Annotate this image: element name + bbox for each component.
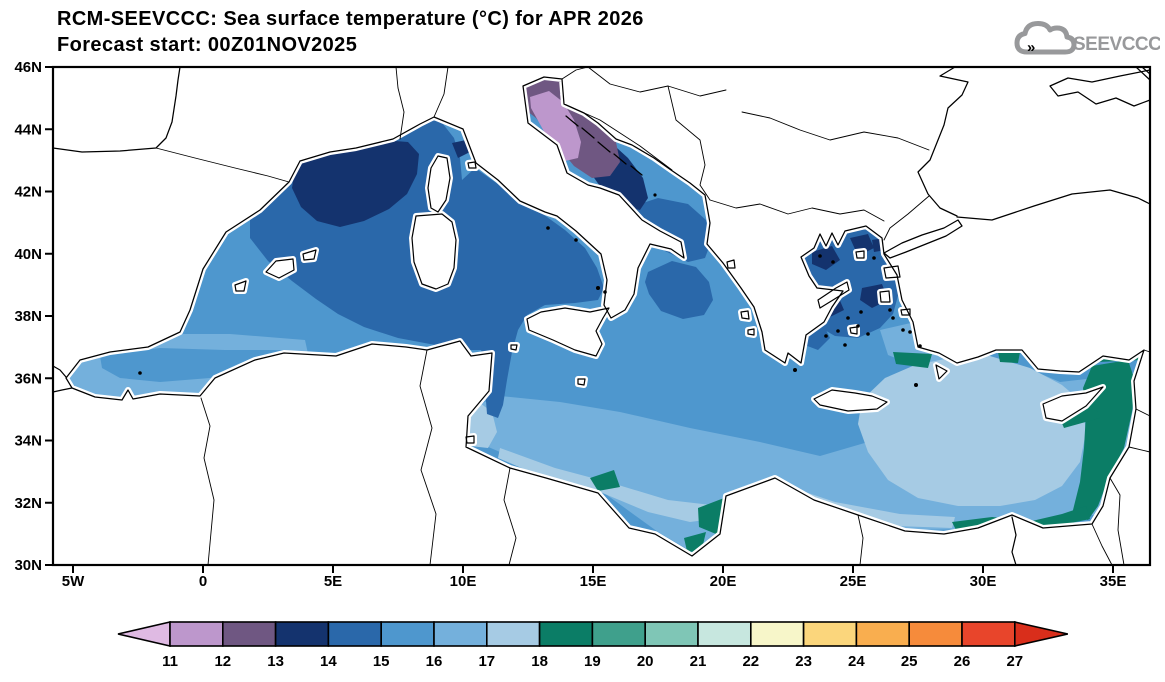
colorbar-cell [961, 621, 1016, 647]
colorbar-tick-label: 12 [214, 653, 231, 670]
sst-zone-gulf-of-lion [292, 140, 419, 227]
lat-tick-label: 46N [14, 59, 42, 76]
lat-tick-label: 38N [14, 308, 42, 325]
sst-zone-teal-turkish-coast [893, 352, 1020, 368]
colorbar-cell [855, 621, 911, 647]
lon-tick-label: 35E [1100, 573, 1127, 590]
colorbar-tick-label: 26 [954, 653, 971, 670]
colorbar-tick-label: 15 [373, 653, 390, 670]
country-borders [155, 66, 1151, 566]
sst-zone-adriatic-lilac [530, 91, 581, 161]
lat-tick-label: 34N [14, 433, 42, 450]
lat-tick-label: 40N [14, 246, 42, 263]
sst-zone-south-adriatic [628, 198, 711, 262]
colorbar-cell [591, 621, 647, 647]
logo-text: SEEVCCC [1073, 34, 1160, 55]
colorbar-tick-label: 14 [320, 653, 337, 670]
lon-tick-label: 10E [450, 573, 477, 590]
lat-tick-label: 32N [14, 495, 42, 512]
colorbar-tick-label: 20 [637, 653, 654, 670]
colorbar-cell [908, 621, 963, 647]
colorbar-tick-label: 13 [267, 653, 284, 670]
colorbar-cell [222, 621, 277, 647]
colorbar-cell [433, 621, 488, 647]
other-coastlines [52, 66, 1151, 566]
sst-zone-teal-cyprus-east [1058, 404, 1100, 428]
title-block: RCM-SEEVCCC: Sea surface temperature (°C… [57, 6, 644, 58]
figure-title: RCM-SEEVCCC: Sea surface temperature (°C… [57, 8, 644, 30]
lon-tick-label: 5W [62, 573, 85, 590]
cloud-arrow-glyph: » [1027, 39, 1035, 56]
colorbar-tick-label: 27 [1006, 653, 1023, 670]
colorbar-cell [380, 621, 435, 647]
marmara-sea-outline [883, 219, 963, 259]
figure-subtitle: Forecast start: 00Z01NOV2025 [57, 34, 358, 56]
lon-tick-label: 5E [324, 573, 342, 590]
azov-hatch [1135, 66, 1151, 81]
sst-zone-navy-aegean-spots [812, 234, 888, 318]
colorbar-arrow-right [1013, 620, 1068, 648]
croatian-islets [565, 115, 643, 176]
lon-tick-label: 25E [840, 573, 867, 590]
colorbar-tick-label: 18 [531, 653, 548, 670]
lon-tick-label: 30E [970, 573, 997, 590]
small-island-dots [138, 193, 922, 387]
seevccc-logo: » SEEVCCC [1014, 21, 1160, 56]
black-sea-south-coastline [956, 189, 1151, 221]
colorbar-cell [538, 621, 594, 647]
colorbar-cell [274, 621, 330, 647]
colorbar-cell [485, 621, 541, 647]
colorbar-tick-label: 25 [901, 653, 918, 670]
colorbar-tick-label: 23 [795, 653, 812, 670]
colorbar-arrow-left [117, 620, 171, 648]
lat-tick-label: 42N [14, 184, 42, 201]
sst-zone-alboran-core [100, 348, 300, 382]
sst-zone-navy-corsica-spot [452, 140, 470, 158]
latitude-axis: 46N 44N 42N 40N 38N 36N 34N 32N 30N [14, 59, 53, 574]
colorbar: 11 12 13 14 15 16 17 18 19 20 21 22 23 24 25 26 27 [117, 620, 1068, 670]
colorbar-cell [749, 621, 805, 647]
sst-zone-levantine [858, 356, 1086, 506]
colorbar-tick-label: 16 [426, 653, 443, 670]
colorbar-cell [697, 621, 752, 647]
atlantic-coastline [52, 365, 73, 393]
sst-zone-teal-sidra [590, 470, 731, 553]
colorbar-tick-label: 22 [742, 653, 759, 670]
lat-tick-label: 36N [14, 370, 42, 387]
lat-tick-label: 30N [14, 557, 42, 574]
sst-zone-ionian-tongue [645, 261, 713, 319]
biscay-coastline [52, 66, 181, 153]
crimea-coastline [1049, 69, 1151, 107]
colorbar-tick-label: 21 [690, 653, 707, 670]
lat-tick-label: 44N [14, 121, 42, 138]
colorbar-cell [327, 621, 382, 647]
colorbar-tick-label: 24 [848, 653, 865, 670]
colorbar-cell [644, 621, 699, 647]
lon-tick-label: 15E [580, 573, 607, 590]
black-sea-west-coastline [917, 66, 969, 217]
colorbar-tick-label: 19 [584, 653, 601, 670]
colorbar-tick-label: 11 [162, 653, 178, 670]
cloud-icon: » [1014, 21, 1077, 56]
nile-river [1011, 516, 1017, 566]
colorbar-cell [169, 621, 224, 647]
lon-tick-label: 20E [710, 573, 737, 590]
land-mask [53, 67, 1150, 565]
colorbar-tick-label: 17 [478, 653, 495, 670]
longitude-axis: 5W 0 5E 10E 15E 20E 25E 30E 35E [62, 565, 1127, 590]
colorbar-cell [802, 621, 858, 647]
lon-tick-label: 0 [199, 573, 207, 590]
